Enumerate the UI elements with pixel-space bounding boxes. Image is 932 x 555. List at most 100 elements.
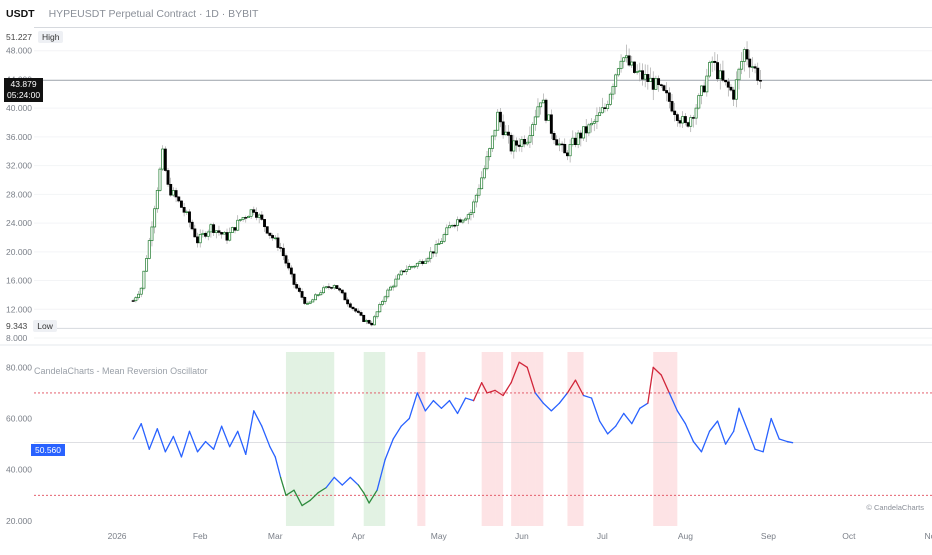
oscillator-line-segment [623,412,633,425]
candle [606,100,610,112]
oscillator-line-segment [341,476,351,486]
overbought-zone [487,352,496,526]
candle-body [423,260,427,264]
candle [507,125,510,144]
candle [517,138,521,152]
candle-body [448,225,451,229]
candle-body [150,226,154,241]
signal-zones [285,352,678,526]
candle [348,302,352,309]
candle-body [405,269,409,272]
candle [431,251,435,258]
candle-body [161,148,165,170]
candle [608,92,612,106]
candle [263,218,266,232]
symbol-label[interactable]: USDT [6,8,35,20]
oscillator-line-segment [510,361,520,384]
candle-body [584,126,588,134]
candle [686,121,690,128]
candle [552,131,556,145]
candle [450,224,454,228]
oscillator-line-segment [368,489,378,504]
candle [442,232,446,243]
candle [311,298,315,303]
candle-body [399,270,403,276]
candle-body [482,168,486,179]
oscillator-line-segment [639,402,649,409]
oscillator-tick-label: 40.000 [6,465,32,475]
price-tick-label: 8.000 [6,333,28,343]
candle [276,233,280,251]
oscillator-line-segment [615,412,625,427]
candle [289,265,293,278]
candle-body [732,89,736,100]
oscillator-line-segment [357,484,365,494]
low-marker: 9.343 Low [6,320,57,332]
oscillator-line-segment [518,361,528,369]
candle [734,71,738,108]
candle-body [646,74,650,82]
candle-body [244,217,248,219]
candle-body [276,237,280,248]
candle-body [507,131,510,136]
candle [354,308,358,313]
candle-body [576,132,580,145]
candle [737,67,741,90]
candle [732,86,736,107]
candle [504,125,508,136]
candle [359,310,363,317]
candle [490,135,494,153]
candle [171,187,175,197]
oscillator-line-segment [424,399,435,412]
candle [466,212,470,225]
oscillator-line-segment [156,428,166,453]
oscillator-series [132,361,794,507]
candle-body [627,55,631,66]
candle [729,84,733,92]
oscillator-line-segment [598,420,609,435]
oscillator-line-segment [376,458,386,491]
candle [678,117,682,128]
candle [565,150,569,161]
candle [182,203,186,217]
candle [571,130,575,147]
overbought-zone [669,352,678,526]
candle [142,270,146,291]
candle-body [635,71,639,73]
candle-body [729,86,733,91]
candle [434,240,438,257]
candle [555,135,559,146]
candle [281,243,285,261]
candle [314,293,317,301]
candle [225,228,229,245]
candle [670,93,674,113]
oscillator-line-segment [494,389,504,397]
candle-body [571,137,575,145]
candle [134,296,138,303]
candle-body [523,138,526,145]
candle [332,283,336,290]
candle-body [726,81,730,88]
last-price-badge: 43.879 05:24:00 [4,78,44,102]
candle [681,111,685,128]
candle [166,167,170,187]
candle-body [410,266,414,268]
oscillator-line-segment [660,374,670,394]
candle [174,187,178,203]
candle-body [633,61,636,73]
candle-body [659,84,663,87]
oscillator-line-segment [738,407,748,430]
candle [214,230,218,239]
oscillator-line-segment [746,428,756,450]
oscillator-line-segment [416,392,427,412]
candle-body [166,170,170,185]
candle [445,224,449,236]
candle [665,82,669,102]
candle [724,79,728,86]
candle [193,224,197,238]
candle-body [204,232,208,237]
candle-body [303,296,307,304]
oscillator-line-segment [196,440,207,453]
candle [563,138,567,154]
overbought-zone [511,352,520,526]
